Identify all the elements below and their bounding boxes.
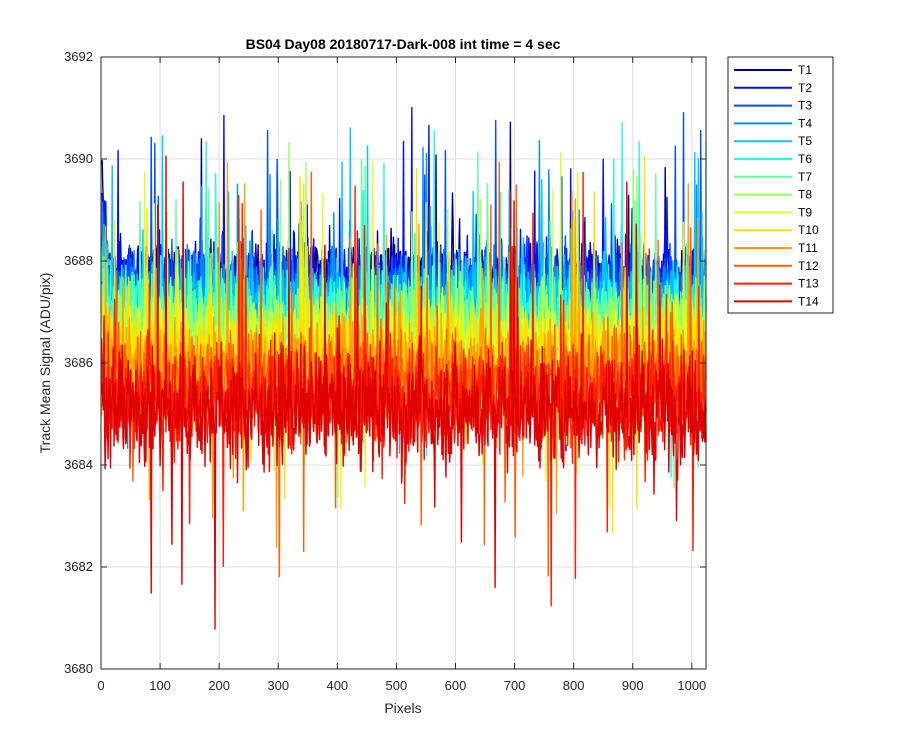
y-tick-label: 3684: [64, 457, 93, 472]
legend-label-t11: T11: [798, 241, 818, 255]
legend-label-t6: T6: [798, 152, 812, 166]
x-tick-label: 1000: [677, 678, 706, 693]
legend: T1 T2 T3 T4 T5 T6 T7 T8 T9 T10 T11 T12 T13 T14: [727, 56, 834, 314]
legend-label-t4: T4: [798, 116, 812, 130]
legend-label-t12: T12: [798, 259, 819, 273]
legend-label-t1: T1: [798, 63, 812, 77]
y-tick-label: 3682: [64, 559, 93, 574]
legend-box: [727, 56, 834, 314]
series-lines: [100, 106, 707, 630]
x-tick-label: 800: [563, 678, 585, 693]
series-line-t14: [100, 155, 707, 630]
x-tick-label: 700: [504, 678, 526, 693]
y-tick-label: 3690: [64, 151, 93, 166]
y-tick-label: 3680: [64, 661, 93, 676]
x-tick-label: 900: [622, 678, 644, 693]
y-axis-label: Track Mean Signal (ADU/pix): [37, 273, 53, 454]
x-tick-label: 100: [149, 678, 171, 693]
y-tick-label: 3688: [64, 253, 93, 268]
legend-label-t10: T10: [798, 223, 819, 237]
y-tick-label: 3692: [64, 49, 93, 64]
x-tick-label: 600: [445, 678, 467, 693]
legend-label-t13: T13: [798, 277, 819, 291]
legend-label-t7: T7: [798, 170, 812, 184]
legend-label-t9: T9: [798, 205, 812, 219]
y-tick-label: 3686: [64, 355, 93, 370]
x-tick-label: 0: [97, 678, 104, 693]
legend-label-t8: T8: [798, 188, 812, 202]
x-tick-label: 300: [267, 678, 289, 693]
legend-label-t14: T14: [798, 294, 819, 308]
x-tick-label: 200: [208, 678, 230, 693]
legend-label-t2: T2: [798, 81, 812, 95]
axis-ticks: 0 100 200 300 400 500 600 700 800 900 1000 3680 3682…: [64, 49, 706, 693]
chart-title: BS04 Day08 20180717-Dark-008 int time = …: [246, 36, 561, 52]
x-axis-label: Pixels: [384, 700, 421, 716]
legend-label-t3: T3: [798, 99, 812, 113]
legend-label-t5: T5: [798, 134, 812, 148]
x-tick-label: 400: [326, 678, 348, 693]
x-tick-label: 500: [386, 678, 408, 693]
